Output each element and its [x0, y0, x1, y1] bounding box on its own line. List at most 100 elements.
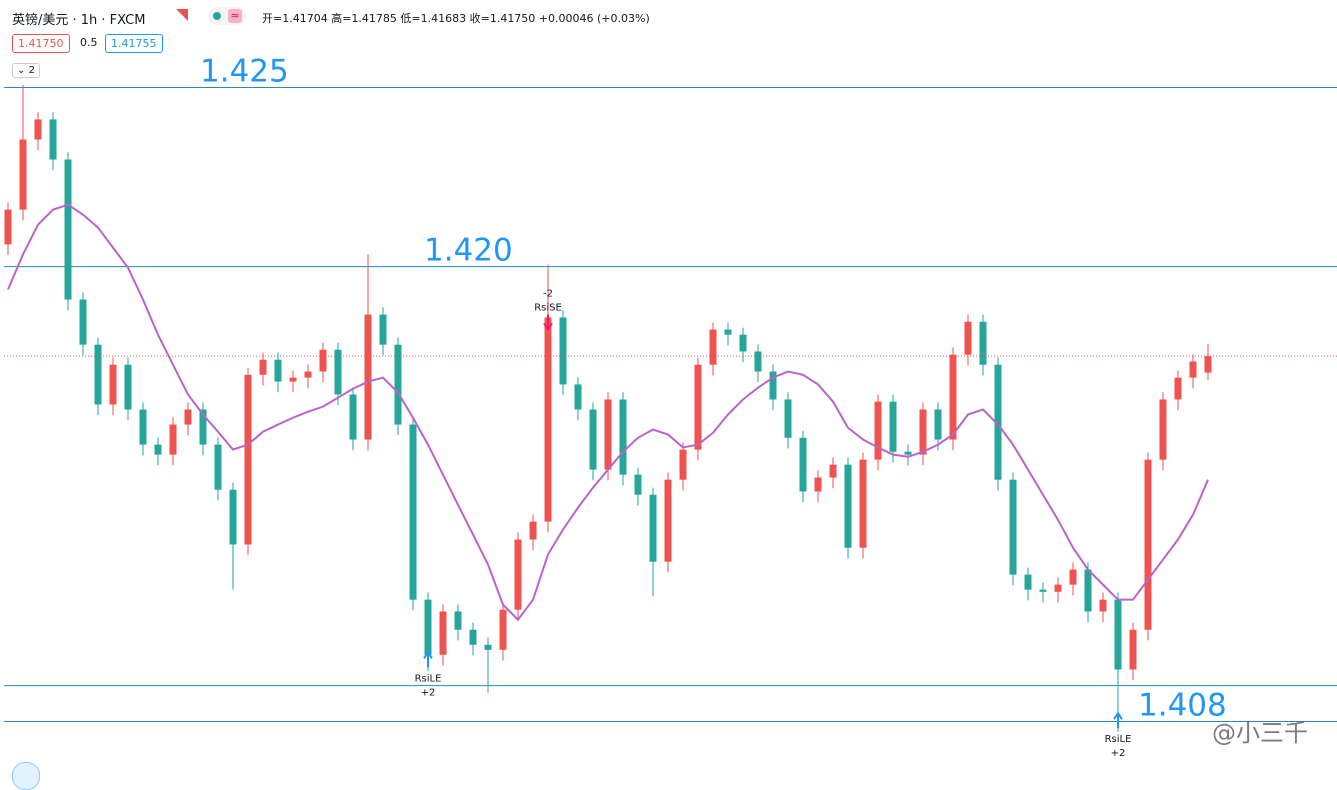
candle-body — [469, 629, 477, 645]
candle-body — [1159, 399, 1167, 460]
ohlc-readout: 开=1.41704 高=1.41785 低=1.41683 收=1.41750 … — [262, 12, 650, 25]
candle-body — [904, 451, 912, 455]
candle-body — [409, 424, 417, 600]
candle-body — [424, 599, 432, 655]
candle-body — [19, 139, 27, 210]
candle-body — [484, 644, 492, 650]
candle-body — [604, 399, 612, 470]
candle-body — [979, 321, 987, 365]
signal-qty: -2 — [543, 288, 553, 299]
candle-body — [754, 351, 762, 372]
candle-body — [244, 374, 252, 545]
candle-body — [769, 371, 777, 400]
candle-body — [529, 521, 537, 540]
signal-arrow — [543, 314, 553, 332]
candle-body — [64, 159, 72, 300]
candle-body — [454, 611, 462, 630]
candle-body — [649, 494, 657, 562]
level-label: 1.420 — [424, 233, 513, 269]
candle-body — [1084, 569, 1092, 612]
candle-body — [544, 317, 552, 522]
candle-body — [1174, 377, 1182, 400]
candle-body — [994, 364, 1002, 480]
candle-body — [514, 539, 522, 610]
moving-average — [7, 203, 1209, 622]
candle-body — [319, 349, 327, 372]
signal-arrow — [423, 650, 433, 668]
candle-body — [94, 344, 102, 405]
candle-body — [1114, 599, 1122, 670]
candle-body — [574, 384, 582, 410]
candle-body — [799, 437, 807, 492]
symbol[interactable]: 英镑/美元 · 1h · FXCM — [12, 13, 146, 28]
candle-body — [1129, 629, 1137, 670]
candle-body — [184, 409, 192, 425]
candle-body — [214, 444, 222, 490]
candle-body — [439, 611, 447, 655]
candle-body — [4, 209, 12, 245]
candle-body — [784, 399, 792, 438]
watermark: @小三千 — [1212, 719, 1308, 747]
candle-body — [844, 464, 852, 548]
candle-body — [1189, 361, 1197, 378]
candle-body — [124, 364, 132, 410]
candle-body — [154, 444, 162, 455]
candle-body — [739, 334, 747, 352]
sell-price[interactable]: 1.41750 — [12, 34, 70, 53]
collapse-button[interactable]: ⌄ 2 — [12, 63, 40, 78]
candle-body — [34, 119, 42, 140]
logo-button[interactable] — [12, 762, 40, 790]
candle-body — [829, 464, 837, 478]
candle-body — [1204, 356, 1212, 373]
status-pill[interactable]: ≈ — [208, 7, 246, 25]
candle-body — [304, 371, 312, 378]
candle-body — [334, 349, 342, 395]
candle-body — [634, 474, 642, 495]
level-label: 1.425 — [200, 54, 289, 90]
candle-body — [1039, 589, 1047, 592]
candle-body — [559, 317, 567, 385]
candle-body — [919, 409, 927, 455]
candle-body — [934, 409, 942, 440]
signal-arrow — [1113, 711, 1123, 729]
candle-body — [1009, 479, 1017, 575]
candle-body — [49, 119, 57, 160]
signal-qty: +2 — [1111, 748, 1126, 759]
candle-body — [364, 314, 372, 440]
signal-qty: +2 — [421, 687, 436, 698]
candle-body — [349, 394, 357, 440]
candle-body — [949, 354, 957, 440]
candle-body — [199, 409, 207, 445]
candle-body — [139, 409, 147, 445]
signal-label: RsiSE — [534, 302, 562, 313]
candle-body — [1024, 574, 1032, 590]
candle-body — [1054, 584, 1062, 592]
collapse-count: 2 — [28, 65, 35, 76]
candle-body — [1144, 459, 1152, 630]
candle-body — [889, 401, 897, 452]
candle-body — [709, 329, 717, 365]
signal-label: RsiLE — [415, 673, 442, 684]
candle-body — [694, 364, 702, 450]
candle-body — [79, 299, 87, 345]
candle-body — [1069, 569, 1077, 585]
candle-body — [814, 477, 822, 492]
candle-body — [679, 449, 687, 480]
candle-body — [499, 609, 507, 650]
candle-body — [169, 424, 177, 455]
buy-price[interactable]: 1.41755 — [105, 34, 163, 53]
candle-body — [289, 377, 297, 382]
signal-label: RsiLE — [1105, 734, 1132, 745]
candle-body — [394, 344, 402, 425]
candle-body — [874, 401, 882, 460]
candle-body — [859, 459, 867, 548]
candle-body — [274, 359, 282, 382]
candle-body — [1099, 599, 1107, 612]
candle-body — [664, 479, 672, 562]
candle-body — [259, 359, 267, 375]
level-label: 1.408 — [1138, 687, 1227, 723]
candle-body — [619, 399, 627, 475]
candle-body — [229, 489, 237, 545]
